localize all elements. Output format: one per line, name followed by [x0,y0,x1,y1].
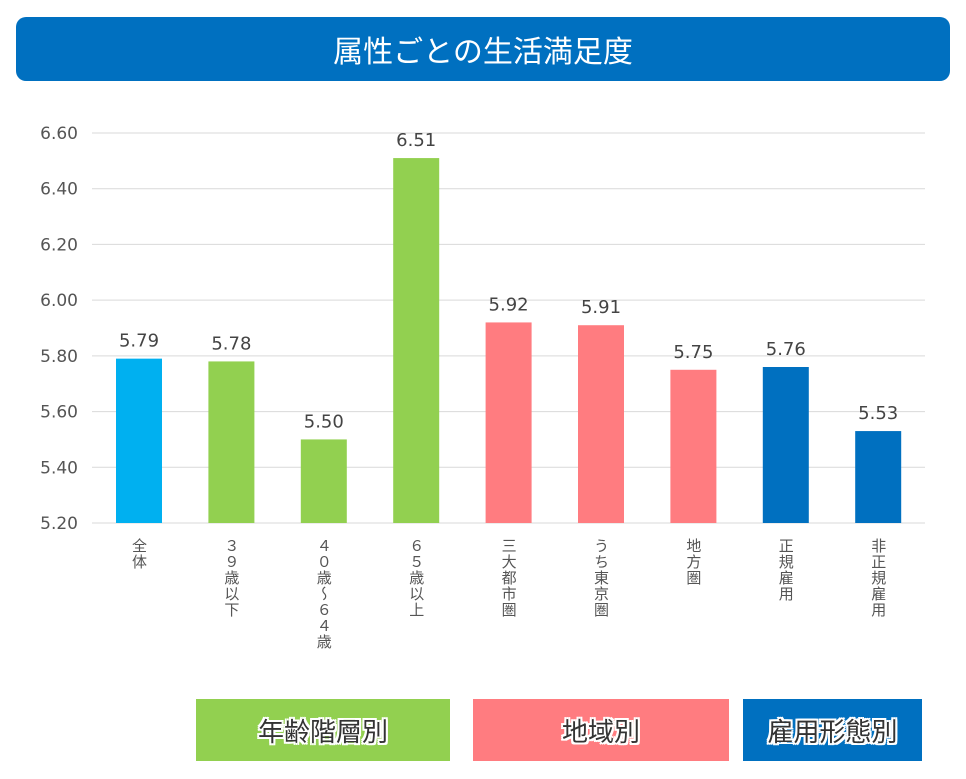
x-tick-label: 地方圏 [684,538,703,586]
data-label: 5.92 [489,294,529,315]
bar [393,158,440,524]
y-tick-label: 6.60 [40,124,78,144]
data-label: 5.53 [858,403,898,424]
x-tick-label: ６５歳以上 [407,538,426,618]
x-tick-label: 正規雇用 [776,538,795,602]
data-label: 5.78 [211,333,251,354]
bar [762,367,809,523]
bar [300,439,347,523]
y-tick-label: 6.20 [40,235,78,255]
bar [485,322,532,523]
data-label: 5.50 [304,411,344,432]
y-tick-label: 6.00 [40,291,78,311]
data-label: 5.75 [673,342,713,363]
y-tick-label: 5.80 [40,347,78,367]
group-label-region: 地域別 [473,699,729,761]
bar [578,325,624,523]
x-tick-label: うち東京圏 [592,538,610,618]
data-label: 5.76 [766,339,806,360]
bar [855,431,902,523]
x-tick-label: 全体 [130,538,148,570]
group-label-age: 年齢階層別 [196,699,450,761]
y-tick-label: 6.40 [40,180,78,200]
chart-title: 属性ごとの生活満足度 [16,17,950,81]
y-tick-label: 5.20 [40,514,78,534]
data-label: 5.91 [581,297,621,318]
x-tick-label: 三大都市圏 [499,538,518,618]
data-label: 5.79 [119,331,159,352]
bar [670,369,717,523]
group-label-employment: 雇用形態別 [743,699,922,761]
bar [208,361,255,523]
x-tick-label: 非正規雇用 [869,538,888,618]
data-label: 6.51 [396,130,436,151]
y-tick-label: 5.60 [40,403,78,423]
x-tick-label: ４０歳～６４歳 [314,538,333,650]
x-tick-label: ３９歳以下 [222,538,241,618]
bar [116,358,162,523]
y-tick-label: 5.40 [40,458,78,478]
